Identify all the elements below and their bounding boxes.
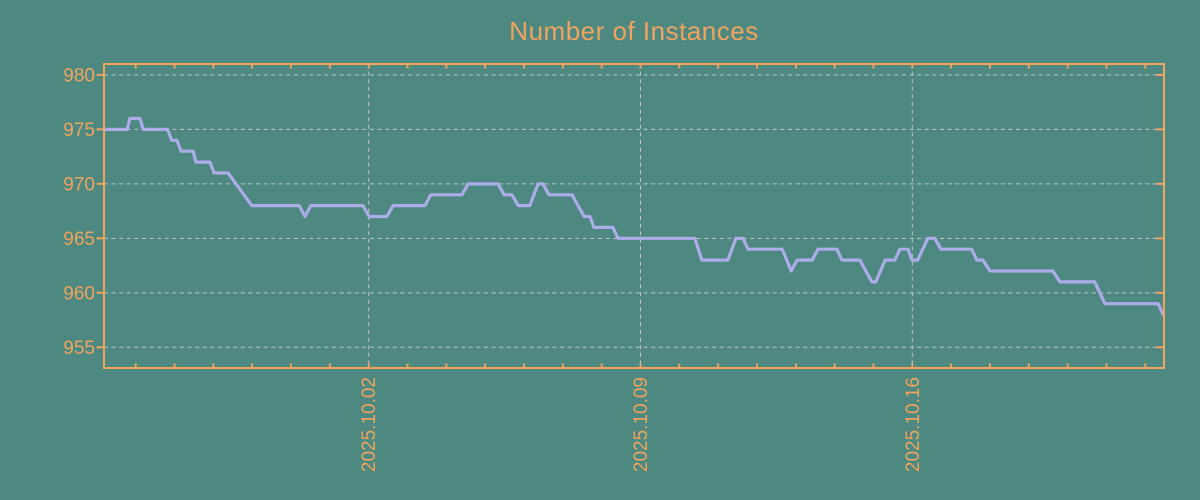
x-tick-label: 2025.10.02 xyxy=(359,377,380,472)
x-tick-label: 2025.10.16 xyxy=(903,377,924,472)
y-tick-label: 955 xyxy=(63,338,95,359)
y-tick-label: 965 xyxy=(63,229,95,250)
y-tick-label: 975 xyxy=(63,120,95,141)
data-line xyxy=(102,116,1165,317)
chart-title: Number of Instances xyxy=(509,16,759,46)
y-tick-label: 960 xyxy=(63,283,95,304)
y-tick-label: 970 xyxy=(63,174,95,195)
y-tick-label: 980 xyxy=(63,65,95,86)
x-tick-label: 2025.10.09 xyxy=(631,377,652,472)
plot-border xyxy=(103,63,1165,369)
